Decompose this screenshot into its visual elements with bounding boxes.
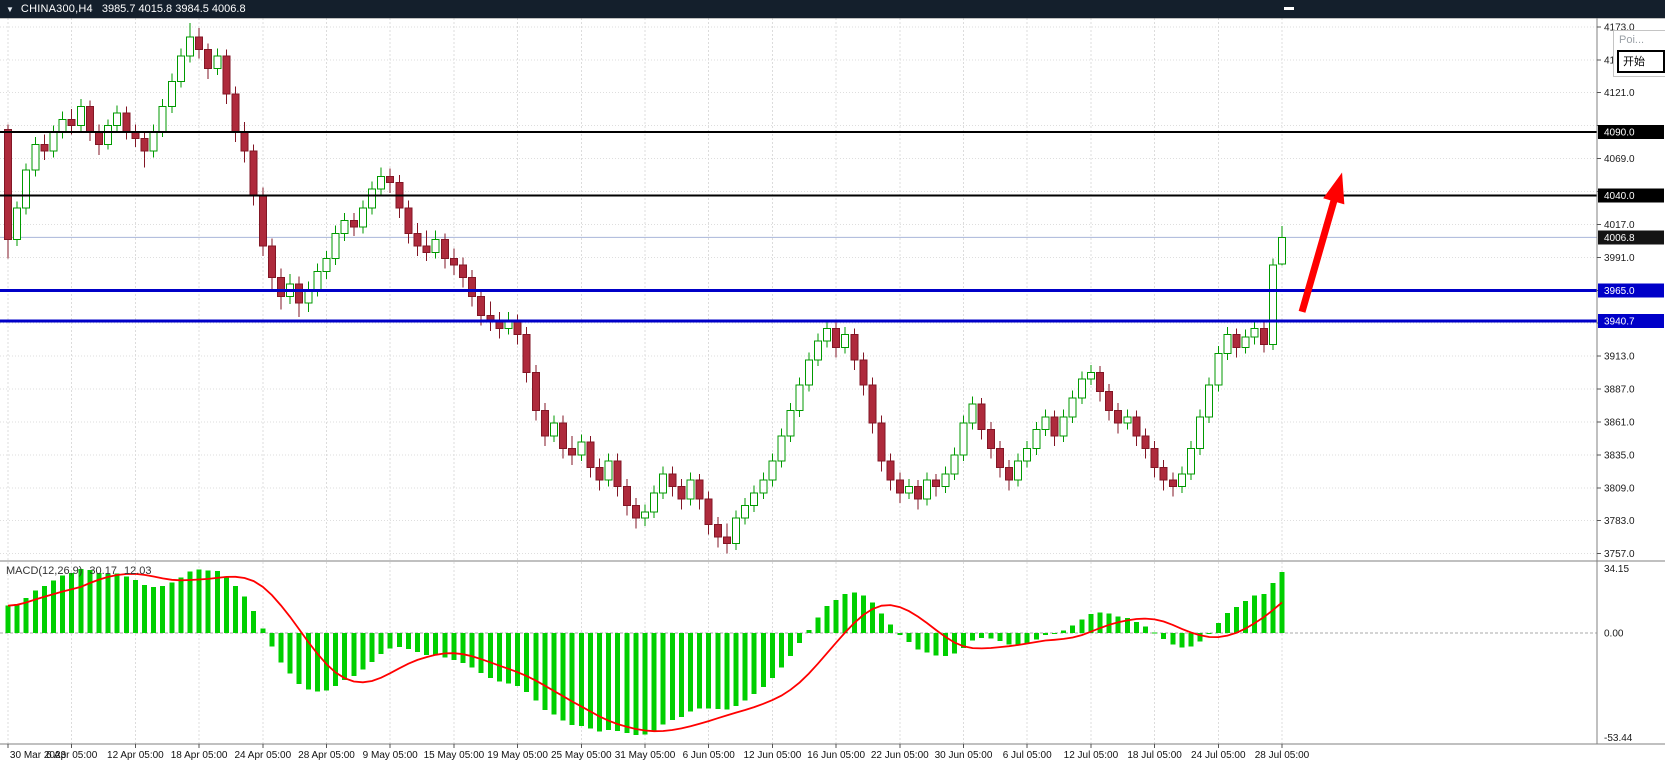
trend-arrow-annotation[interactable] (1298, 172, 1345, 313)
svg-text:3991.0: 3991.0 (1604, 253, 1635, 264)
svg-text:34.15: 34.15 (1604, 564, 1629, 575)
macd-axis: 34.15 0.00 -53.44 (1604, 564, 1633, 744)
svg-text:9 May 05:00: 9 May 05:00 (363, 750, 418, 761)
chart-title: CHINA300,H4 (20, 3, 93, 15)
macd-signal-line (7, 572, 1283, 733)
svg-text:3835.0: 3835.0 (1604, 450, 1635, 461)
svg-text:4040.0: 4040.0 (1604, 191, 1635, 202)
svg-text:19 May 05:00: 19 May 05:00 (487, 750, 548, 761)
svg-text:24 Apr 05:00: 24 Apr 05:00 (234, 750, 291, 761)
svg-text:18 Jul 05:00: 18 Jul 05:00 (1127, 750, 1182, 761)
popup-truncated-label: Poi... (1619, 34, 1645, 46)
svg-text:18 Apr 05:00: 18 Apr 05:00 (171, 750, 228, 761)
svg-text:-53.44: -53.44 (1604, 733, 1633, 744)
chart-titlebar[interactable]: ▼ CHINA300,H4 3985.7 4015.8 3984.5 4006.… (0, 0, 1665, 18)
svg-text:12 Jul 05:00: 12 Jul 05:00 (1064, 750, 1119, 761)
chart-menu-icon[interactable]: ▼ (6, 4, 14, 14)
svg-text:25 May 05:00: 25 May 05:00 (551, 750, 612, 761)
svg-text:3783.0: 3783.0 (1604, 516, 1635, 527)
svg-text:30 Mar 2023: 30 Mar 2023 (10, 750, 67, 761)
svg-text:4090.0: 4090.0 (1604, 127, 1635, 138)
svg-text:12 Apr 05:00: 12 Apr 05:00 (107, 750, 164, 761)
macd-signal-value: 12.03 (123, 565, 152, 577)
macd-main-value: 30.17 (89, 565, 117, 577)
svg-text:3887.0: 3887.0 (1604, 385, 1635, 396)
macd-name: MACD(12,26,9) (6, 565, 83, 577)
macd-indicator-label: MACD(12,26,9) 30.17 12.03 (6, 565, 158, 577)
start-button[interactable]: 开始 (1617, 50, 1665, 73)
svg-text:6 Jun 05:00: 6 Jun 05:00 (683, 750, 736, 761)
svg-text:3940.7: 3940.7 (1604, 317, 1635, 328)
svg-text:6 Apr 05:00: 6 Apr 05:00 (46, 750, 98, 761)
chart-ohlc-values: 3985.7 4015.8 3984.5 4006.8 (101, 3, 246, 15)
svg-text:4173.0: 4173.0 (1604, 22, 1635, 33)
svg-text:3965.0: 3965.0 (1604, 286, 1635, 297)
svg-text:4069.0: 4069.0 (1604, 154, 1635, 165)
svg-text:31 May 05:00: 31 May 05:00 (615, 750, 676, 761)
svg-text:3809.0: 3809.0 (1604, 483, 1635, 494)
svg-text:4121.0: 4121.0 (1604, 88, 1635, 99)
window-control-icon[interactable] (1284, 7, 1294, 10)
svg-text:4006.8: 4006.8 (1604, 233, 1635, 244)
svg-text:16 Jun 05:00: 16 Jun 05:00 (807, 750, 865, 761)
trend-arrow-shaft (1298, 194, 1339, 313)
svg-text:3913.0: 3913.0 (1604, 352, 1635, 363)
macd-histogram (5, 569, 1285, 736)
svg-text:3757.0: 3757.0 (1604, 549, 1635, 560)
popup-fragment: Poi... 开始 (1613, 30, 1665, 77)
svg-text:12 Jun 05:00: 12 Jun 05:00 (743, 750, 801, 761)
svg-text:30 Jun 05:00: 30 Jun 05:00 (935, 750, 993, 761)
svg-text:0.00: 0.00 (1604, 629, 1624, 640)
trend-arrow-head (1323, 172, 1345, 205)
price-badges: 4090.0 4040.0 4006.8 3965.0 3940.7 (1598, 124, 1664, 329)
svg-text:15 May 05:00: 15 May 05:00 (424, 750, 485, 761)
svg-text:28 Apr 05:00: 28 Apr 05:00 (298, 750, 355, 761)
svg-text:3861.0: 3861.0 (1604, 417, 1635, 428)
svg-text:22 Jun 05:00: 22 Jun 05:00 (871, 750, 929, 761)
svg-text:6 Jul 05:00: 6 Jul 05:00 (1003, 750, 1052, 761)
svg-text:28 Jul 05:00: 28 Jul 05:00 (1255, 750, 1310, 761)
svg-text:4017.0: 4017.0 (1604, 220, 1635, 231)
svg-text:24 Jul 05:00: 24 Jul 05:00 (1191, 750, 1246, 761)
